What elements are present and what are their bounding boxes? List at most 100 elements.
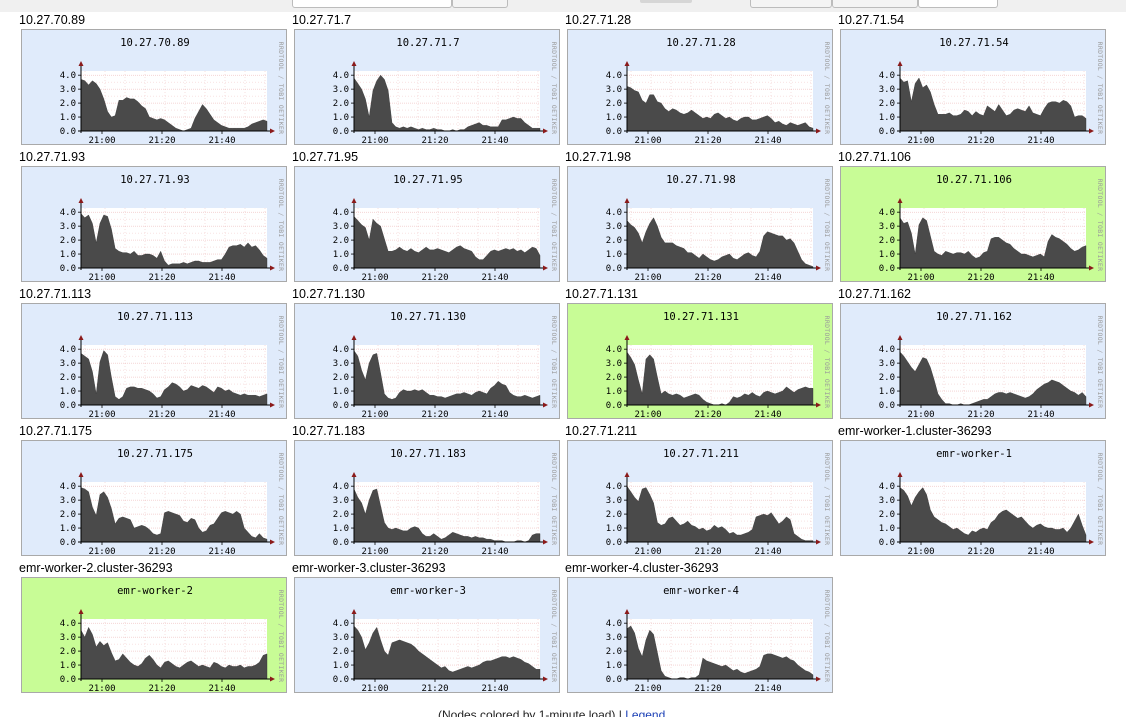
load-graph[interactable]: emr-worker-1 4.0 3.0 2.0 1.0 0.0 21:00 21:20 21:…: [840, 440, 1106, 556]
y-tick-label: 3.0: [60, 85, 76, 95]
x-tick-label: 21:40: [481, 136, 508, 146]
graph-title: 10.27.71.175: [117, 448, 193, 460]
rrdtool-watermark: RRDTOOL / TOBI OETIKER: [550, 316, 558, 409]
load-graph[interactable]: 10.27.71.130 4.0 3.0 2.0 1.0 0.0 21:00 21:20 21:…: [294, 303, 560, 419]
y-tick-label: 4.0: [606, 482, 622, 492]
x-tick-label: 21:00: [361, 684, 388, 694]
y-tick-label: 4.0: [333, 345, 349, 355]
y-tick-label: 4.0: [60, 482, 76, 492]
host-cell: emr-worker-4.cluster-36293 emr-worker-4 4.…: [565, 561, 833, 697]
load-graph[interactable]: 10.27.71.162 4.0 3.0 2.0 1.0 0.0 21:00 21:20 21:…: [840, 303, 1106, 419]
y-tick-label: 0.0: [606, 401, 622, 411]
y-tick-label: 0.0: [60, 127, 76, 137]
y-tick-label: 4.0: [606, 71, 622, 81]
x-tick-label: 21:20: [148, 136, 175, 146]
host-name[interactable]: 10.27.70.89: [19, 13, 85, 28]
x-tick-label: 21:40: [481, 684, 508, 694]
load-graph[interactable]: 10.27.71.28 4.0 3.0 2.0 1.0 0.0 21:00 21:20 21:4…: [567, 29, 833, 145]
x-tick-label: 21:40: [1027, 547, 1054, 557]
load-graph[interactable]: 10.27.71.93 4.0 3.0 2.0 1.0 0.0 21:00 21:20 21:4…: [21, 166, 287, 282]
x-axis-arrow: [1089, 129, 1094, 134]
y-tick-label: 1.0: [60, 661, 76, 671]
y-tick-label: 4.0: [333, 482, 349, 492]
host-name[interactable]: 10.27.71.7: [292, 13, 351, 28]
load-graph[interactable]: emr-worker-3 4.0 3.0 2.0 1.0 0.0 21:00 21:20 21:…: [294, 577, 560, 693]
load-graph[interactable]: 10.27.71.7 4.0 3.0 2.0 1.0 0.0 21:00 21:20 21:40…: [294, 29, 560, 145]
host-name[interactable]: 10.27.71.211: [565, 424, 637, 439]
host-name[interactable]: 10.27.71.28: [565, 13, 631, 28]
x-tick-label: 21:00: [634, 273, 661, 283]
host-name[interactable]: emr-worker-4.cluster-36293: [565, 561, 719, 576]
host-cell: 10.27.71.211 10.27.71.211 4.0 3.0 2.0 1.0 0.0 2…: [565, 424, 833, 560]
load-graph[interactable]: 10.27.71.106 4.0 3.0 2.0 1.0 0.0 21:00 21:20 21:…: [840, 166, 1106, 282]
host-name[interactable]: 10.27.71.131: [565, 287, 638, 302]
y-tick-label: 2.0: [333, 647, 349, 657]
x-tick-label: 21:40: [208, 273, 235, 283]
rrdtool-watermark: RRDTOOL / TOBI OETIKER: [277, 453, 285, 546]
rrdtool-watermark: RRDTOOL / TOBI OETIKER: [1096, 453, 1104, 546]
host-name[interactable]: 10.27.71.95: [292, 150, 358, 165]
rrdtool-watermark: RRDTOOL / TOBI OETIKER: [1096, 179, 1104, 272]
y-tick-label: 1.0: [333, 524, 349, 534]
load-chart: 10.27.71.2114.03.02.01.00.021:00 21:20 21:…: [568, 441, 834, 557]
rrdtool-watermark: RRDTOOL / TOBI OETIKER: [823, 453, 831, 546]
load-graph[interactable]: 10.27.70.89 4.0 3.0 2.0 1.0 0.0 21:00 21:20 21:4…: [21, 29, 287, 145]
host-name[interactable]: 10.27.71.183: [292, 424, 365, 439]
host-name[interactable]: emr-worker-3.cluster-36293: [292, 561, 446, 576]
host-cell: emr-worker-2.cluster-36293 emr-worker-2 4.…: [19, 561, 287, 697]
y-tick-label: 0.0: [333, 538, 349, 548]
y-tick-label: 1.0: [606, 524, 622, 534]
load-graph[interactable]: 10.27.71.183 4.0 3.0 2.0 1.0 0.0 21:00 21:20 21:…: [294, 440, 560, 556]
graph-title: emr-worker-3: [390, 585, 466, 597]
y-tick-label: 0.0: [60, 538, 76, 548]
load-graph[interactable]: 10.27.71.175 4.0 3.0 2.0 1.0 0.0 21:00 21:20 21:…: [21, 440, 287, 556]
rrdtool-watermark: RRDTOOL / TOBI OETIKER: [277, 590, 285, 683]
y-tick-label: 4.0: [333, 208, 349, 218]
load-graph[interactable]: emr-worker-4 4.0 3.0 2.0 1.0 0.0 21:00 21:20 21:…: [567, 577, 833, 693]
load-chart: 10.27.71.954.03.02.01.00.021:00 21:20 21:4…: [295, 167, 561, 283]
host-name[interactable]: 10.27.71.175: [19, 424, 92, 439]
host-name[interactable]: 10.27.71.93: [19, 150, 85, 165]
x-tick-label: 21:40: [208, 136, 235, 146]
y-tick-label: 0.0: [606, 538, 622, 548]
x-tick-label: 21:20: [421, 273, 448, 283]
host-name[interactable]: 10.27.71.162: [838, 287, 911, 302]
host-cell: 10.27.71.28 10.27.71.28 4.0 3.0 2.0 1.0 0.0 21:…: [565, 13, 833, 149]
load-graph[interactable]: 10.27.71.211 4.0 3.0 2.0 1.0 0.0 21:00 21:20 21:…: [567, 440, 833, 556]
rrdtool-watermark: RRDTOOL / TOBI OETIKER: [823, 316, 831, 409]
x-tick-label: 21:20: [148, 410, 175, 420]
load-graph[interactable]: 10.27.71.98 4.0 3.0 2.0 1.0 0.0 21:00 21:20 21:4…: [567, 166, 833, 282]
host-name[interactable]: 10.27.71.106: [838, 150, 911, 165]
y-tick-label: 4.0: [60, 208, 76, 218]
graph-title: 10.27.71.95: [393, 174, 463, 186]
load-graph[interactable]: 10.27.71.131 4.0 3.0 2.0 1.0 0.0 21:00 21:20 21:…: [567, 303, 833, 419]
y-axis-arrow: [352, 61, 357, 66]
host-name[interactable]: emr-worker-2.cluster-36293: [19, 561, 173, 576]
x-tick-label: 21:40: [208, 410, 235, 420]
host-name[interactable]: 10.27.71.130: [292, 287, 365, 302]
y-tick-label: 0.0: [606, 264, 622, 274]
y-tick-label: 0.0: [879, 127, 895, 137]
x-axis-arrow: [270, 403, 275, 408]
y-tick-label: 1.0: [333, 113, 349, 123]
host-name[interactable]: 10.27.71.54: [838, 13, 904, 28]
y-tick-label: 0.0: [879, 538, 895, 548]
y-axis-arrow: [625, 335, 630, 340]
load-graph[interactable]: 10.27.71.113 4.0 3.0 2.0 1.0 0.0 21:00 21:20 21:…: [21, 303, 287, 419]
y-tick-label: 1.0: [60, 113, 76, 123]
load-graph[interactable]: emr-worker-2 4.0 3.0 2.0 1.0 0.0 21:00 21:20 21:…: [21, 577, 287, 693]
y-tick-label: 1.0: [60, 524, 76, 534]
load-graph[interactable]: 10.27.71.95 4.0 3.0 2.0 1.0 0.0 21:00 21:20 21:4…: [294, 166, 560, 282]
legend-link[interactable]: Legend: [625, 708, 665, 717]
host-cell: 10.27.71.106 10.27.71.106 4.0 3.0 2.0 1.0 0.0 2…: [838, 150, 1106, 286]
host-name[interactable]: 10.27.71.113: [19, 287, 91, 302]
host-name[interactable]: emr-worker-1.cluster-36293: [838, 424, 992, 439]
x-tick-label: 21:20: [967, 273, 994, 283]
load-graph[interactable]: 10.27.71.54 4.0 3.0 2.0 1.0 0.0 21:00 21:20 21:4…: [840, 29, 1106, 145]
host-name[interactable]: 10.27.71.98: [565, 150, 631, 165]
y-axis-arrow: [79, 61, 84, 66]
y-tick-label: 3.0: [879, 359, 895, 369]
host-cell: 10.27.71.130 10.27.71.130 4.0 3.0 2.0 1.0 0.0 2…: [292, 287, 560, 423]
x-tick-label: 21:20: [694, 684, 721, 694]
x-tick-label: 21:00: [907, 410, 934, 420]
